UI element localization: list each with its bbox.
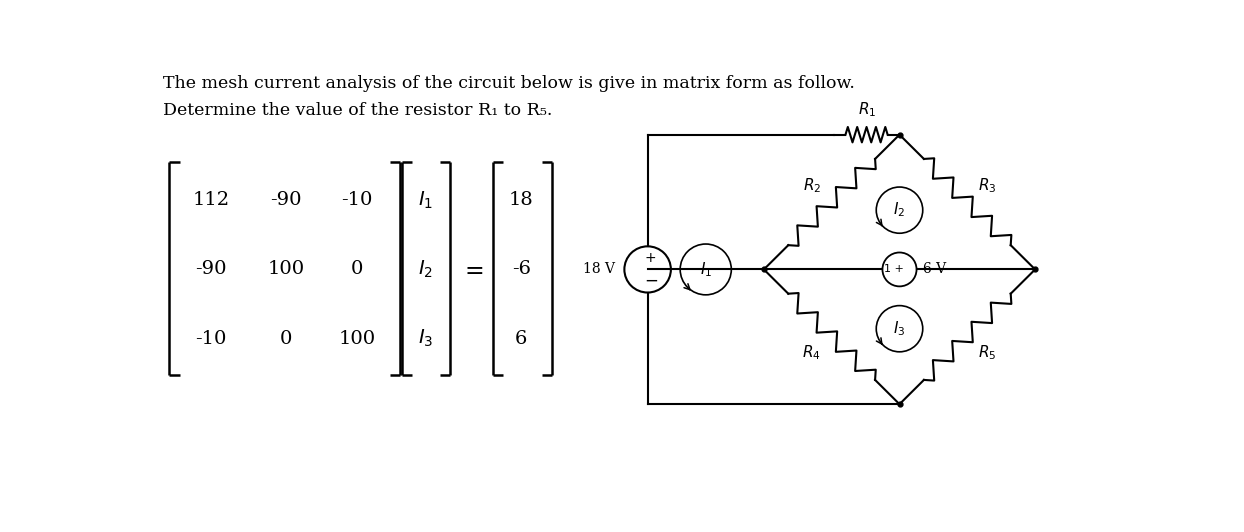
Text: -10: -10 <box>341 191 373 209</box>
Text: 100: 100 <box>267 261 305 278</box>
Text: $R_5$: $R_5$ <box>978 344 996 362</box>
Text: $\mathit{I}_3$: $\mathit{I}_3$ <box>893 319 906 338</box>
Text: 112: 112 <box>193 191 230 209</box>
Text: $\mathit{I}_3$: $\mathit{I}_3$ <box>418 328 433 350</box>
Text: 18 V: 18 V <box>583 262 615 277</box>
Text: +: + <box>644 251 657 265</box>
Text: $R_2$: $R_2$ <box>802 177 821 195</box>
Text: 18: 18 <box>509 191 534 209</box>
Text: 0: 0 <box>351 261 363 278</box>
Text: $R_4$: $R_4$ <box>802 344 821 362</box>
Text: -6: -6 <box>511 261 531 278</box>
Text: -90: -90 <box>270 191 301 209</box>
Text: $\mathit{I}_1$: $\mathit{I}_1$ <box>418 189 433 211</box>
Text: $\mathit{I}_1$: $\mathit{I}_1$ <box>699 260 712 279</box>
Text: $R_1$: $R_1$ <box>858 101 876 119</box>
Text: −: − <box>644 271 658 289</box>
Text: 0: 0 <box>280 330 292 348</box>
Text: $\mathit{I}_2$: $\mathit{I}_2$ <box>893 201 906 220</box>
Text: Determine the value of the resistor R₁ to R₅.: Determine the value of the resistor R₁ t… <box>163 102 552 119</box>
Text: 6: 6 <box>515 330 527 348</box>
Text: The mesh current analysis of the circuit below is give in matrix form as follow.: The mesh current analysis of the circuit… <box>163 74 855 92</box>
Text: -10: -10 <box>195 330 226 348</box>
Text: 100: 100 <box>338 330 376 348</box>
Text: $\mathit{I}_2$: $\mathit{I}_2$ <box>418 259 433 280</box>
Text: $R_3$: $R_3$ <box>978 177 996 195</box>
Text: 6 V: 6 V <box>923 262 945 277</box>
Text: 1 +: 1 + <box>884 264 904 275</box>
Text: $=$: $=$ <box>460 257 484 281</box>
Text: -90: -90 <box>195 261 228 278</box>
